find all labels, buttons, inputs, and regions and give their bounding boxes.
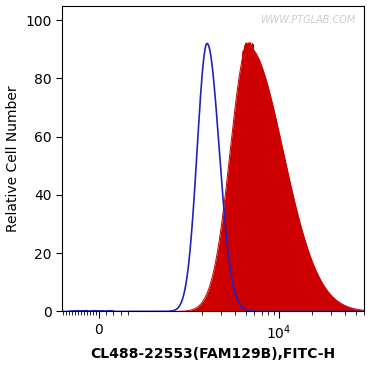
Text: WWW.PTGLAB.COM: WWW.PTGLAB.COM bbox=[260, 15, 355, 25]
X-axis label: CL488-22553(FAM129B),FITC-H: CL488-22553(FAM129B),FITC-H bbox=[91, 348, 336, 361]
Y-axis label: Relative Cell Number: Relative Cell Number bbox=[6, 85, 20, 232]
